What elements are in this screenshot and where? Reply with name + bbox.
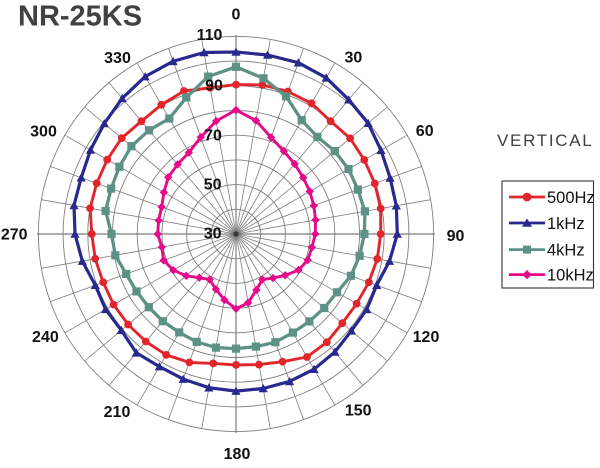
svg-text:VERTICAL: VERTICAL xyxy=(497,131,593,150)
svg-text:60: 60 xyxy=(416,123,434,140)
svg-text:0: 0 xyxy=(232,7,241,24)
svg-text:90: 90 xyxy=(205,78,223,95)
svg-text:30: 30 xyxy=(345,50,363,67)
svg-text:70: 70 xyxy=(204,128,222,145)
svg-text:300: 300 xyxy=(30,124,57,141)
svg-text:210: 210 xyxy=(104,404,131,421)
svg-text:330: 330 xyxy=(104,50,131,67)
svg-text:110: 110 xyxy=(197,27,223,44)
svg-text:270: 270 xyxy=(1,226,28,243)
svg-text:30: 30 xyxy=(204,226,222,243)
svg-text:1kHz: 1kHz xyxy=(547,215,585,233)
svg-text:120: 120 xyxy=(413,329,440,346)
svg-text:90: 90 xyxy=(447,228,465,245)
svg-text:50: 50 xyxy=(204,177,222,194)
svg-text:180: 180 xyxy=(224,446,251,463)
svg-text:NR-25KS: NR-25KS xyxy=(18,1,142,33)
svg-text:240: 240 xyxy=(32,329,59,346)
svg-text:4kHz: 4kHz xyxy=(547,242,585,260)
svg-text:500Hz: 500Hz xyxy=(547,189,595,207)
svg-text:150: 150 xyxy=(345,403,372,420)
svg-text:10kHz: 10kHz xyxy=(547,267,594,285)
